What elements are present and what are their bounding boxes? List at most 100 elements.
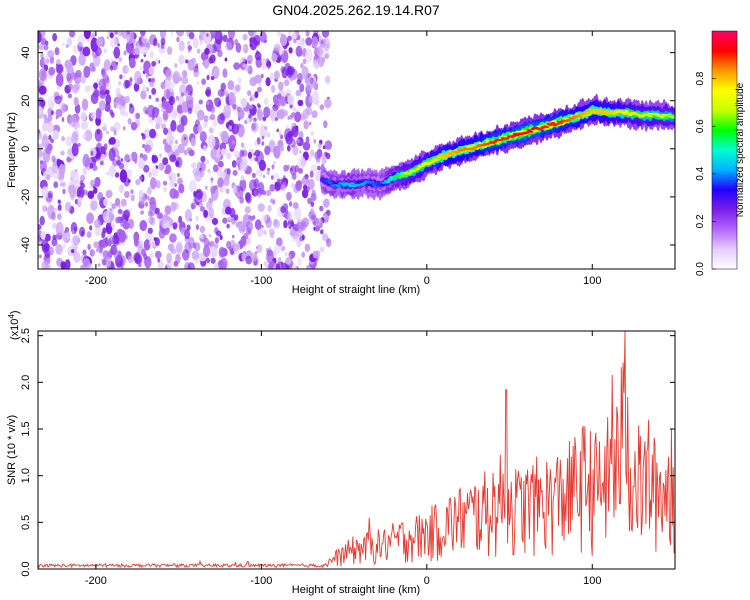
noise-speckle [199, 225, 205, 234]
noise-speckle [55, 243, 63, 255]
noise-speckle [278, 81, 284, 91]
noise-speckle [120, 220, 124, 227]
noise-speckle [303, 120, 309, 130]
noise-speckle [140, 46, 149, 55]
noise-speckle [80, 121, 89, 130]
ridge-cell [504, 137, 510, 140]
noise-speckle [304, 243, 311, 252]
noise-speckle [213, 249, 218, 256]
ridge-cell [350, 182, 355, 185]
ridge-cell [528, 130, 534, 133]
y-tick-label: 2.0 [20, 375, 32, 390]
noise-speckle [176, 241, 183, 254]
noise-speckle [273, 145, 281, 159]
noise-speckle [83, 31, 91, 40]
noise-speckle [321, 31, 330, 38]
noise-speckle [222, 34, 228, 43]
noise-speckle [189, 90, 193, 96]
noise-speckle [239, 178, 247, 192]
noise-speckle [208, 170, 212, 175]
noise-speckle [177, 104, 183, 113]
noise-speckle [158, 218, 163, 226]
noise-speckle [97, 263, 101, 267]
noise-speckle [172, 70, 181, 85]
ridge-cell [346, 183, 351, 186]
noise-speckle [187, 107, 193, 114]
noise-speckle [110, 244, 117, 256]
noise-speckle [51, 211, 56, 221]
noise-speckle [326, 43, 329, 49]
x-tick-label: 0 [424, 575, 430, 587]
noise-speckle [280, 134, 284, 140]
noise-speckle [261, 58, 265, 65]
noise-speckle [162, 157, 169, 166]
ridge-cell [524, 131, 530, 134]
ridge-cell [498, 138, 504, 141]
noise-speckle [292, 145, 299, 156]
noise-speckle [257, 203, 265, 212]
noise-speckle [221, 148, 226, 157]
noise-speckle [155, 97, 159, 102]
noise-speckle [164, 205, 172, 215]
noise-speckle [222, 217, 228, 224]
noise-speckle [107, 238, 112, 247]
noise-speckle [216, 230, 222, 237]
noise-speckle [310, 149, 315, 157]
noise-speckle [169, 233, 177, 243]
noise-speckle [167, 127, 173, 135]
noise-speckle [263, 230, 267, 235]
noise-speckle [245, 255, 253, 265]
noise-speckle [129, 207, 132, 212]
noise-speckle [79, 190, 82, 194]
y-tick-label: 1.0 [20, 468, 32, 483]
noise-speckle [310, 201, 315, 208]
noise-speckle [93, 88, 100, 98]
noise-speckle [71, 249, 75, 254]
noise-speckle [294, 206, 302, 220]
noise-speckle [175, 139, 178, 145]
noise-speckle [144, 256, 152, 269]
noise-speckle [283, 220, 288, 229]
noise-speckle [105, 94, 112, 105]
noise-speckle [203, 58, 210, 69]
noise-speckle [258, 82, 262, 87]
noise-speckle [162, 110, 169, 121]
y-tick-label: 0.0 [20, 561, 32, 576]
noise-speckle [40, 37, 47, 46]
noise-speckle [199, 169, 205, 178]
noise-speckle [265, 264, 269, 269]
noise-speckle [271, 84, 276, 93]
noise-speckle [149, 252, 154, 259]
noise-speckle [217, 177, 224, 188]
noise-speckle [54, 47, 60, 56]
noise-speckle [94, 176, 101, 188]
noise-speckle [155, 116, 163, 126]
noise-speckle [323, 120, 328, 129]
noise-speckle [257, 86, 262, 93]
noise-speckle [60, 150, 65, 156]
noise-speckle [224, 57, 228, 62]
noise-speckle [102, 238, 106, 244]
noise-speckle [324, 75, 331, 84]
noise-speckle [125, 217, 129, 222]
noise-speckle [198, 99, 203, 105]
noise-speckle [305, 136, 310, 144]
noise-speckle [187, 40, 191, 46]
noise-speckle [315, 170, 322, 182]
noise-speckle [114, 31, 118, 35]
noise-speckle [249, 94, 256, 102]
noise-speckle [217, 113, 226, 125]
spectrogram-frame [37, 30, 676, 270]
noise-speckle [220, 257, 228, 269]
ridge-cell [435, 158, 441, 161]
noise-speckle [161, 218, 169, 229]
noise-speckle [197, 124, 203, 134]
noise-speckle [294, 164, 300, 173]
noise-speckle [245, 192, 252, 204]
noise-speckle [225, 188, 230, 194]
snr-frame [37, 330, 676, 570]
noise-speckle [280, 145, 284, 152]
noise-speckle [210, 105, 216, 114]
noise-speckle [82, 258, 91, 269]
